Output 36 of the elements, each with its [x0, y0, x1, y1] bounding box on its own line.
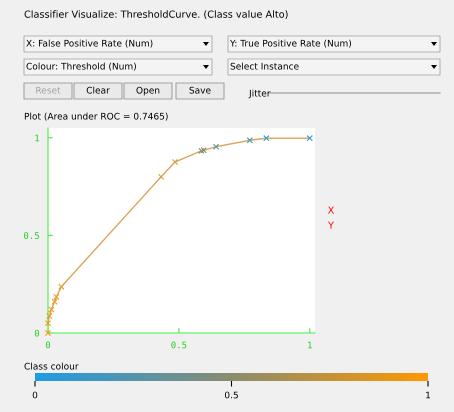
y-tick-label: 1: [35, 134, 40, 142]
point: [200, 147, 207, 154]
point: [263, 135, 270, 142]
chart-title: Plot (Area under ROC = 0.7465): [24, 112, 168, 121]
text: Reset: [36, 86, 60, 94]
text: Colour: Threshold (Num): [26, 62, 136, 71]
color-bar-title: Class colour: [24, 362, 79, 370]
point: [306, 135, 313, 142]
point: [198, 148, 205, 154]
x-tick-label: 1: [308, 342, 312, 348]
point: [53, 294, 60, 300]
text: Classifier Visualize: ThresholdCurve. (Class value Alto): [24, 10, 288, 19]
point: [48, 306, 55, 313]
x-tick-label: 0: [46, 342, 50, 348]
point: [44, 320, 52, 326]
text: X: [328, 206, 334, 214]
text: Save: [190, 86, 211, 94]
y-tick-label: 0.5: [24, 232, 39, 239]
point: [212, 144, 220, 150]
point: [158, 174, 164, 180]
point: [172, 158, 178, 166]
point: [58, 284, 65, 290]
color-bar-label: 1: [426, 392, 430, 398]
x-tick-label: 0.5: [171, 342, 186, 348]
y-tick-label: 0: [34, 330, 40, 337]
point: [246, 137, 253, 144]
text: Clear: [86, 86, 110, 94]
text: Y: [328, 222, 334, 229]
color-bar-label: 0.5: [224, 392, 238, 398]
text: X: False Positive Rate (Num): [26, 40, 152, 48]
point: [46, 312, 52, 320]
text: Open: [136, 86, 160, 96]
text: Select Instance: [230, 62, 299, 70]
text: Jitter: [248, 90, 271, 98]
text: Y: True Positive Rate (Num): [230, 40, 352, 48]
point: [51, 298, 58, 305]
